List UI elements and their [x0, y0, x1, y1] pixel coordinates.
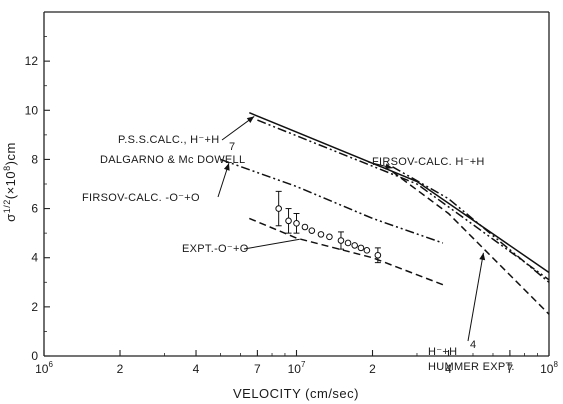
series-line-firsov_o — [220, 158, 444, 244]
data-point — [374, 251, 382, 259]
x-tick-label: 7 — [254, 362, 261, 376]
y-tick-label: 2 — [31, 300, 38, 314]
annotation-dalgarno: DALGARNO & Mc DOWELL — [100, 154, 245, 166]
annotation-hummer-number: 4 — [470, 339, 476, 351]
x-axis-title: VELOCITY (cm/sec) — [233, 386, 359, 401]
data-point — [337, 237, 345, 244]
x-tick-label: 2 — [117, 362, 124, 376]
series-line-expt_fit — [249, 217, 444, 286]
x-tick-label: 7 — [507, 362, 514, 376]
annotation-pss-calc: P.S.S.CALC., H⁻+H — [118, 134, 220, 146]
y-tick-label: 6 — [31, 202, 38, 216]
data-point — [301, 223, 309, 231]
data-point — [344, 239, 352, 247]
data-point — [293, 220, 300, 227]
annotation-firsov-h: FIRSOV-CALC. H⁻+H — [372, 156, 485, 168]
series-line-dalgarno — [257, 119, 550, 281]
y-tick-label: 0 — [31, 349, 38, 363]
y-tick-label: 12 — [25, 54, 39, 68]
data-point — [351, 242, 358, 249]
annotation-pss-number: 7 — [229, 141, 235, 153]
leader-pss-arrow — [246, 116, 255, 123]
leader-hummer — [467, 252, 484, 342]
data-point — [285, 217, 292, 225]
data-point — [357, 244, 365, 252]
data-point — [363, 247, 371, 254]
y-tick-label: 8 — [31, 152, 38, 166]
leader-expt — [243, 238, 300, 250]
series-layer — [220, 112, 550, 315]
series-line-pss — [249, 112, 550, 274]
annotation-hummer-line2: HUMMER EXPT. — [428, 361, 515, 373]
data-point — [275, 205, 282, 212]
ticks: 106 2 4 7 107 2 4 7 108 0 2 4 6 8 10 12 — [25, 36, 558, 376]
series-line-hummer — [392, 171, 550, 315]
y-axis-title: σ1/2(×108)cm — [2, 142, 18, 222]
x-tick-label: 106 — [35, 360, 53, 376]
x-tick-label: 108 — [540, 360, 558, 376]
points-layer — [275, 190, 382, 264]
annotation-leaders — [217, 116, 486, 342]
annotation-firsov-o: FIRSOV-CALC. -O⁻+O — [82, 192, 200, 204]
y-tick-label: 4 — [31, 251, 38, 265]
x-tick-label: 2 — [369, 362, 376, 376]
x-tick-label: 107 — [288, 360, 306, 376]
leader-hummer-arrow — [479, 252, 486, 261]
data-point — [326, 233, 333, 241]
data-point — [308, 227, 316, 234]
y-tick-label: 10 — [25, 103, 39, 117]
x-tick-label: 4 — [445, 362, 452, 376]
x-tick-label: 4 — [193, 362, 200, 376]
annotation-hummer-line1: H⁻+H — [428, 346, 457, 358]
axes — [43, 11, 550, 357]
annotation-expt: EXPT.-O⁻+O — [182, 243, 249, 255]
leader-firsov-h-arrow — [384, 163, 393, 170]
data-point — [317, 231, 325, 238]
leader-firsov-o-arrow — [223, 163, 230, 171]
